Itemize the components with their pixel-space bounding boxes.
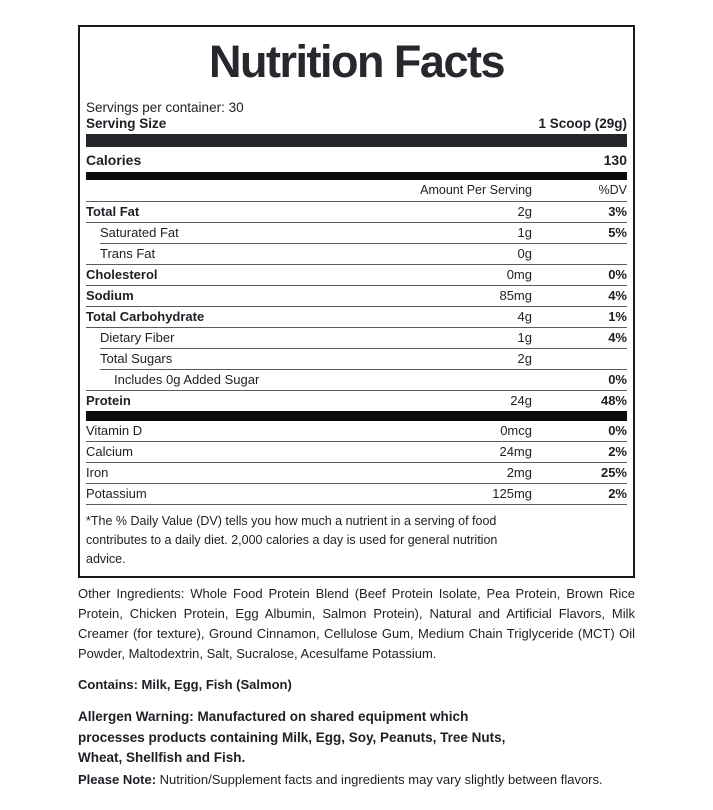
serving-size-row: Serving Size 1 Scoop (29g) bbox=[86, 116, 627, 131]
hairline-divider bbox=[86, 390, 627, 391]
allergen-warning-label: Allergen Warning: bbox=[78, 709, 194, 725]
nutrient-name: Cholesterol bbox=[86, 267, 158, 282]
nutrient-name: Includes 0g Added Sugar bbox=[114, 372, 260, 387]
hairline-divider bbox=[100, 243, 627, 244]
nutrient-dv: 4% bbox=[608, 288, 627, 303]
thick-divider-bar bbox=[86, 134, 627, 147]
allergen-warning: Allergen Warning: Manufactured on shared… bbox=[78, 707, 510, 768]
nutrient-dv: 5% bbox=[608, 225, 627, 240]
nutrient-row: Includes 0g Added Sugar 0% bbox=[86, 370, 627, 390]
other-ingredients-text: Whole Food Protein Blend (Beef Protein I… bbox=[78, 586, 635, 661]
nutrient-amount: 24mg bbox=[499, 444, 532, 459]
thick-divider-bar bbox=[86, 172, 627, 180]
nutrient-row: Total Fat 2g 3% bbox=[86, 202, 627, 222]
nutrient-dv: 0% bbox=[608, 372, 627, 387]
calories-label: Calories bbox=[86, 152, 142, 168]
amount-per-serving-header: Amount Per Serving bbox=[420, 183, 532, 197]
hairline-divider bbox=[86, 285, 627, 286]
hairline-divider bbox=[86, 201, 627, 202]
hairline-divider bbox=[86, 504, 627, 505]
nutrient-row: Sodium 85mg 4% bbox=[86, 286, 627, 306]
nutrient-row: Saturated Fat 1g 5% bbox=[86, 223, 627, 243]
nutrient-dv: 0% bbox=[608, 267, 627, 282]
nutrient-row: Total Sugars 2g bbox=[86, 349, 627, 369]
percent-dv-header: %DV bbox=[598, 183, 627, 197]
please-note-text: Nutrition/Supplement facts and ingredien… bbox=[159, 772, 603, 787]
nutrient-name: Calcium bbox=[86, 444, 133, 459]
nutrient-amount: 125mg bbox=[492, 486, 532, 501]
servings-per-container: Servings per container: 30 bbox=[86, 100, 244, 115]
nutrient-rows: Total Fat 2g 3% Saturated Fat 1g 5% Trans Fat 0… bbox=[86, 201, 627, 411]
hairline-divider bbox=[86, 327, 627, 328]
contains-statement: Contains: Milk, Egg, Fish (Salmon) bbox=[78, 677, 292, 693]
nutrient-amount: 2g bbox=[517, 351, 532, 366]
other-ingredients: Other Ingredients: Whole Food Protein Bl… bbox=[78, 584, 635, 663]
nutrient-name: Dietary Fiber bbox=[100, 330, 175, 345]
nutrient-amount: 85mg bbox=[499, 288, 532, 303]
nutrient-amount: 0mg bbox=[506, 267, 532, 282]
nutrient-amount: 0g bbox=[517, 246, 532, 261]
nutrient-name: Vitamin D bbox=[86, 423, 143, 438]
nutrient-name: Saturated Fat bbox=[100, 225, 179, 240]
calories-row: Calories 130 bbox=[86, 147, 627, 172]
nutrient-row: Cholesterol 0mg 0% bbox=[86, 265, 627, 285]
nutrient-amount: 2mg bbox=[506, 465, 532, 480]
nutrient-amount: 1g bbox=[517, 330, 532, 345]
nutrient-name: Total Fat bbox=[86, 204, 140, 219]
nutrient-row: Dietary Fiber 1g 4% bbox=[86, 328, 627, 348]
other-ingredients-label: Other Ingredients: bbox=[78, 586, 185, 602]
nutrient-name: Protein bbox=[86, 393, 131, 408]
serving-size-label: Serving Size bbox=[86, 116, 167, 131]
nutrition-facts-panel: Nutrition Facts Servings per container: … bbox=[78, 25, 635, 579]
nutrient-name: Potassium bbox=[86, 486, 147, 501]
hairline-divider bbox=[86, 441, 627, 442]
nutrient-row: Protein 24g 48% bbox=[86, 391, 627, 411]
nutrient-amount: 2g bbox=[517, 204, 532, 219]
nutrient-dv: 3% bbox=[608, 204, 627, 219]
please-note: Please Note: Nutrition/Supplement facts … bbox=[78, 770, 635, 790]
nutrient-row: Vitamin D 0mcg 0% bbox=[86, 421, 627, 441]
hairline-divider bbox=[86, 264, 627, 265]
please-note-label: Please Note: bbox=[78, 772, 157, 787]
header-spacer bbox=[86, 183, 417, 197]
daily-value-footnote: *The % Daily Value (DV) tells you how mu… bbox=[86, 514, 498, 566]
nutrient-row: Total Carbohydrate 4g 1% bbox=[86, 307, 627, 327]
nutrient-name: Sodium bbox=[86, 288, 134, 303]
nutrient-dv: 25% bbox=[600, 465, 627, 480]
nutrient-row: Iron 2mg 25% bbox=[86, 463, 627, 483]
nutrient-dv: 48% bbox=[600, 393, 627, 408]
nutrient-name: Trans Fat bbox=[100, 246, 156, 261]
column-header-row: Amount Per Serving %DV bbox=[86, 180, 627, 201]
nutrient-amount: 24g bbox=[510, 393, 532, 408]
nutrient-dv: 0% bbox=[608, 423, 627, 438]
thick-divider-bar bbox=[86, 411, 627, 421]
nutrient-row: Potassium 125mg 2% bbox=[86, 484, 627, 504]
nutrient-name: Total Sugars bbox=[100, 351, 173, 366]
nutrient-amount: 4g bbox=[517, 309, 532, 324]
nutrition-facts-title: Nutrition Facts bbox=[208, 36, 506, 87]
nutrient-dv: 1% bbox=[608, 309, 627, 324]
hairline-divider bbox=[86, 462, 627, 463]
nutrient-row: Calcium 24mg 2% bbox=[86, 442, 627, 462]
hairline-divider bbox=[86, 222, 627, 223]
calories-value: 130 bbox=[603, 152, 627, 168]
nutrient-name: Total Carbohydrate bbox=[86, 309, 205, 324]
nutrient-row: Trans Fat 0g bbox=[86, 244, 627, 264]
nutrient-amount: 1g bbox=[517, 225, 532, 240]
nutrient-amount: 0mcg bbox=[500, 423, 532, 438]
vitamin-mineral-rows: Vitamin D 0mcg 0% Calcium 24mg 2% Iron 2mg 25% Po… bbox=[86, 421, 627, 505]
serving-size-value: 1 Scoop (29g) bbox=[538, 116, 627, 131]
hairline-divider bbox=[100, 348, 627, 349]
nutrient-dv: 2% bbox=[608, 444, 627, 459]
hairline-divider bbox=[100, 369, 627, 370]
hairline-divider bbox=[86, 483, 627, 484]
nutrient-dv: 2% bbox=[608, 486, 627, 501]
nutrient-dv: 4% bbox=[608, 330, 627, 345]
hairline-divider bbox=[86, 306, 627, 307]
nutrient-name: Iron bbox=[86, 465, 109, 480]
